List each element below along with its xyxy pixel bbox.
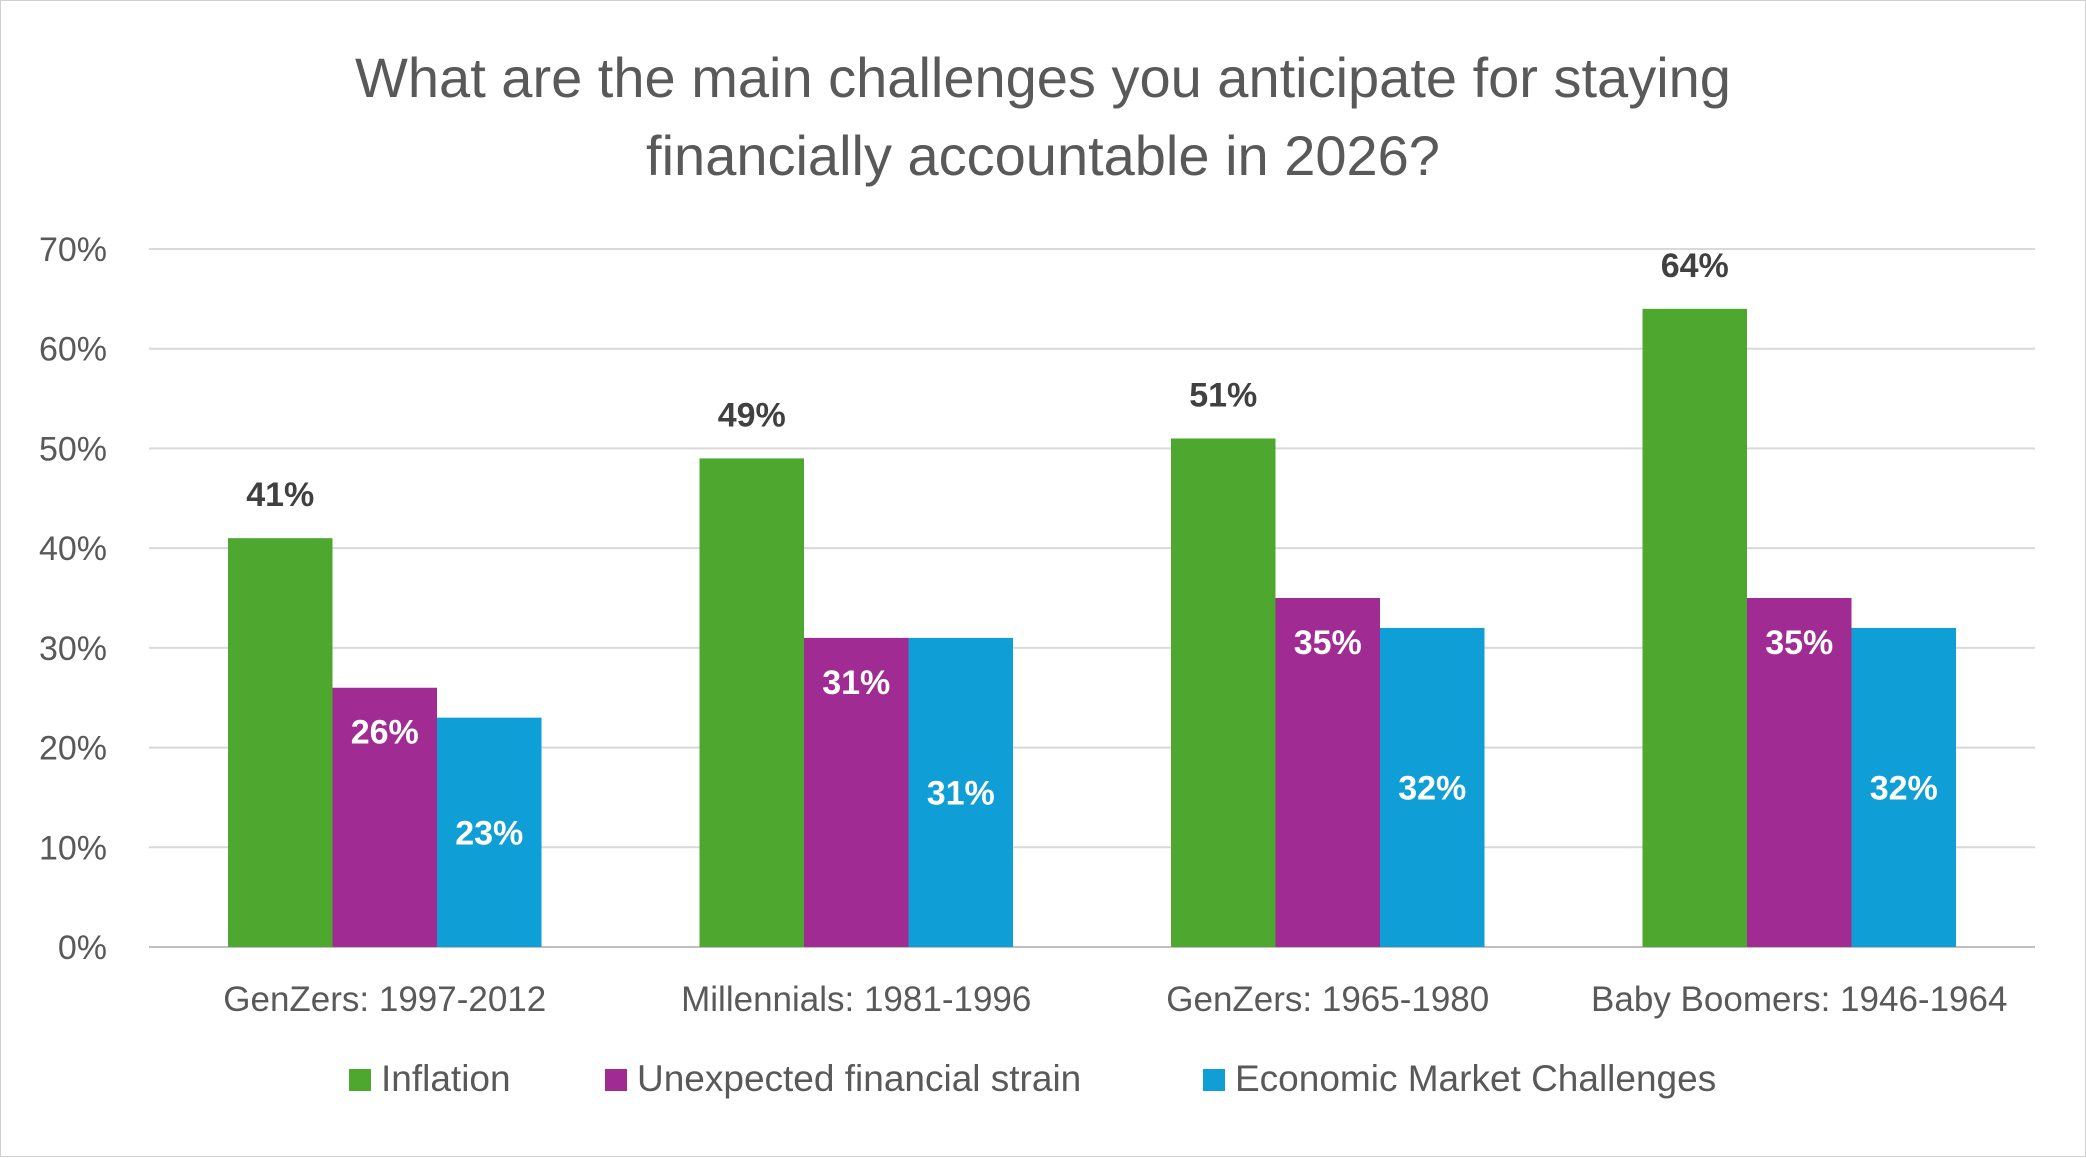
data-label: 64%	[1661, 247, 1729, 285]
y-tick-label: 30%	[39, 630, 107, 668]
data-label: 35%	[1765, 624, 1833, 662]
data-label: 31%	[927, 774, 995, 812]
y-tick-label: 0%	[58, 929, 107, 967]
bar	[228, 538, 333, 947]
data-label: 41%	[246, 476, 314, 514]
x-category-label: Baby Boomers: 1946-1964	[1591, 980, 2007, 1019]
bars	[228, 308, 1956, 947]
data-label: 32%	[1398, 769, 1466, 807]
data-label: 35%	[1294, 624, 1362, 662]
bar	[699, 458, 804, 947]
x-category-label: Millennials: 1981-1996	[681, 980, 1031, 1019]
legend-label: Inflation	[381, 1058, 511, 1099]
chart-title-line-1: What are the main challenges you anticip…	[355, 46, 1731, 109]
y-tick-label: 50%	[39, 430, 107, 468]
data-label: 51%	[1189, 376, 1257, 414]
bar	[437, 717, 542, 947]
bar	[1851, 627, 1956, 947]
legend-item: Inflation	[349, 1058, 511, 1099]
legend-label: Economic Market Challenges	[1235, 1058, 1716, 1099]
bar	[908, 637, 1013, 947]
bar	[1171, 438, 1276, 947]
data-label: 32%	[1870, 769, 1938, 807]
legend-swatch	[349, 1069, 371, 1091]
x-axis-category-labels: GenZers: 1997-2012 Millennials: 1981-1996…	[223, 980, 2007, 1019]
x-category-label: GenZers: 1997-2012	[223, 980, 546, 1019]
legend-item: Economic Market Challenges	[1203, 1058, 1716, 1099]
data-label: 49%	[718, 396, 786, 434]
bar	[804, 637, 909, 947]
y-tick-label: 70%	[39, 231, 107, 269]
y-tick-label: 40%	[39, 530, 107, 568]
legend-label: Unexpected financial strain	[637, 1058, 1081, 1099]
data-label: 23%	[455, 814, 523, 852]
legend-swatch	[1203, 1069, 1225, 1091]
legend-swatch	[605, 1069, 627, 1091]
legend-item: Unexpected financial strain	[605, 1058, 1081, 1099]
bar	[332, 687, 437, 947]
chart-title: What are the main challenges you anticip…	[355, 46, 1731, 187]
bar	[1747, 598, 1852, 947]
y-tick-label: 10%	[39, 829, 107, 867]
data-labels: 41% 26% 23% 49% 31% 31% 51% 35% 32% 64% 35% 32%	[246, 247, 1938, 852]
data-label: 31%	[822, 664, 890, 702]
chart-title-line-2: financially accountable in 2026?	[646, 124, 1440, 187]
bar	[1642, 308, 1747, 947]
y-tick-label: 60%	[39, 331, 107, 369]
bar	[1380, 627, 1485, 947]
legend: Inflation Unexpected financial strain Econ…	[349, 1058, 1716, 1099]
bar	[1275, 598, 1380, 947]
y-axis-tick-labels: 0% 10% 20% 30% 40% 50% 60% 70%	[39, 231, 107, 967]
data-label: 26%	[351, 714, 419, 752]
y-tick-label: 20%	[39, 730, 107, 768]
x-category-label: GenZers: 1965-1980	[1166, 980, 1489, 1019]
